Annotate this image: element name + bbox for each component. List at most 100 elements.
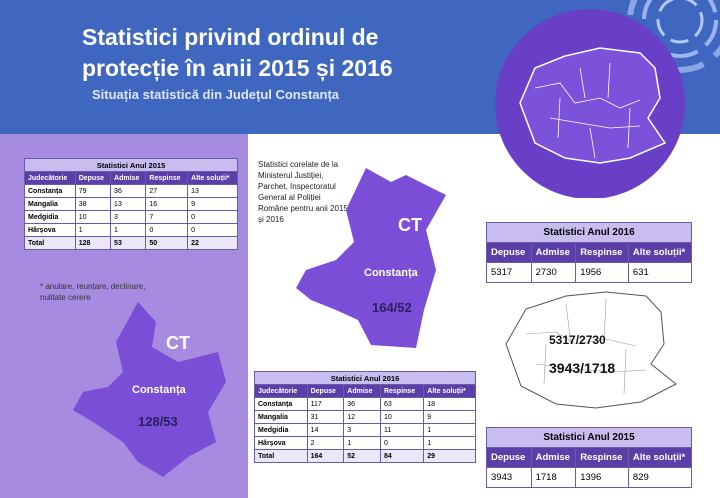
page-subtitle: Situația statistică din Județul Constanț… (92, 87, 340, 102)
national-stat-2015: 3943/1718 (549, 360, 616, 376)
table-row: Medgidia 14 3 11 1 (254, 423, 476, 437)
cell: Hârșova (24, 223, 76, 237)
col-header: Alte soluții* (627, 447, 693, 468)
table-2015-constanta: Statistici Anul 2015 Judecătorie Depuse … (24, 158, 238, 250)
cell: 117 (306, 397, 345, 411)
cell: 84 (379, 449, 425, 463)
col-header: Respinse (379, 384, 425, 398)
col-header: Admise (530, 447, 577, 468)
cell: 1 (110, 223, 147, 237)
col-header: Respinse (575, 242, 629, 263)
cell: 50 (145, 236, 189, 250)
county-name-left: Constanța (132, 384, 186, 396)
cell: 3 (110, 210, 147, 224)
table-total-row: Total 128 53 50 22 (24, 236, 238, 250)
cell: 22 (187, 236, 238, 250)
cell: 63 (379, 397, 425, 411)
col-header: Respinse (575, 447, 629, 468)
table-2016-constanta: Statistici Anul 2016 Judecătorie Depuse … (254, 371, 476, 463)
cell: 31 (306, 410, 345, 424)
cell: 0 (187, 223, 238, 237)
cell: 7 (145, 210, 189, 224)
cell: 1956 (575, 262, 629, 283)
table-row: 3943 1718 1396 829 (486, 467, 693, 488)
cell: 18 (423, 397, 476, 411)
cell: 829 (627, 467, 693, 488)
cell: 13 (110, 197, 147, 211)
cell: 1396 (575, 467, 629, 488)
cell: Medgidia (24, 210, 76, 224)
cell: Constanța (254, 397, 308, 411)
cell: 11 (379, 423, 425, 437)
cell: 1 (343, 436, 381, 450)
cell: 52 (343, 449, 381, 463)
cell: Medgidia (254, 423, 308, 437)
table-caption: Statistici Anul 2016 (486, 222, 692, 243)
cell: 27 (145, 184, 189, 198)
cell: 1 (423, 423, 476, 437)
cell: 0 (187, 210, 238, 224)
col-header: Admise (110, 171, 147, 185)
county-name-top: Constanța (364, 267, 418, 279)
cell: 29 (423, 449, 476, 463)
cell: 79 (74, 184, 112, 198)
col-header: Depuse (74, 171, 112, 185)
table-row: 5317 2730 1956 631 (486, 262, 693, 283)
table-row: Constanța 117 36 63 18 (254, 397, 476, 411)
cell: 14 (306, 423, 345, 437)
cell: 10 (379, 410, 425, 424)
cell: 1 (423, 436, 476, 450)
table-total-row: Total 164 52 84 29 (254, 449, 476, 463)
table-2015-national: Statistici Anul 2015 Depuse Admise Respi… (486, 427, 693, 488)
county-ratio-left: 128/53 (138, 414, 178, 429)
cell: 38 (74, 197, 112, 211)
national-stat-2016: 5317/2730 (549, 333, 606, 347)
cell: 1718 (530, 467, 577, 488)
col-header: Alte soluții* (627, 242, 693, 263)
footnote: * anulare, reunțare, declinare, nulitate… (40, 282, 146, 302)
cell: Mangalia (254, 410, 308, 424)
cell: 9 (187, 197, 238, 211)
cell: 2 (306, 436, 345, 450)
cell: Total (254, 449, 308, 463)
cell: 3943 (486, 467, 532, 488)
title-line-1: Statistici privind ordinul de (82, 24, 379, 50)
romania-counties-map (495, 9, 685, 198)
cell: 12 (343, 410, 381, 424)
cell: 3 (343, 423, 381, 437)
decorative-arcs (627, 0, 720, 73)
cell: 5317 (486, 262, 532, 283)
cell: 53 (110, 236, 147, 250)
col-header: Depuse (306, 384, 345, 398)
col-header: Respinse (145, 171, 189, 185)
county-code-top: CT (398, 215, 422, 235)
col-header: Judecătorie (254, 384, 308, 398)
col-header: Alte soluții* (187, 171, 238, 185)
constanta-county-map-top (296, 168, 446, 348)
table-row: Constanța 79 36 27 13 (24, 184, 238, 198)
table-row: Hârșova 1 1 0 0 (24, 223, 238, 237)
table-row: Mangalia 31 12 10 9 (254, 410, 476, 424)
col-header: Admise (343, 384, 381, 398)
col-header: Depuse (486, 242, 532, 263)
table-row: Medgidia 10 3 7 0 (24, 210, 238, 224)
cell: 0 (145, 223, 189, 237)
table-row: Mangalia 38 13 16 9 (24, 197, 238, 211)
table-caption: Statistici Anul 2016 (254, 371, 476, 385)
cell: 1 (74, 223, 112, 237)
col-header: Admise (530, 242, 577, 263)
page-title: Statistici privind ordinul de protecție … (82, 22, 502, 84)
cell: Total (24, 236, 76, 250)
cell: Mangalia (24, 197, 76, 211)
title-line-2: protecție în anii 2015 și 2016 (82, 55, 393, 81)
col-header: Judecătorie (24, 171, 76, 185)
table-2016-national: Statistici Anul 2016 Depuse Admise Respi… (486, 222, 693, 283)
table-caption: Statistici Anul 2015 (24, 158, 238, 172)
constanta-county-map-left (73, 302, 226, 477)
table-caption: Statistici Anul 2015 (486, 427, 692, 448)
cell: 0 (379, 436, 425, 450)
cell: 9 (423, 410, 476, 424)
cell: 128 (74, 236, 112, 250)
county-ratio-top: 164/52 (372, 300, 412, 315)
table-row: Hârșova 2 1 0 1 (254, 436, 476, 450)
